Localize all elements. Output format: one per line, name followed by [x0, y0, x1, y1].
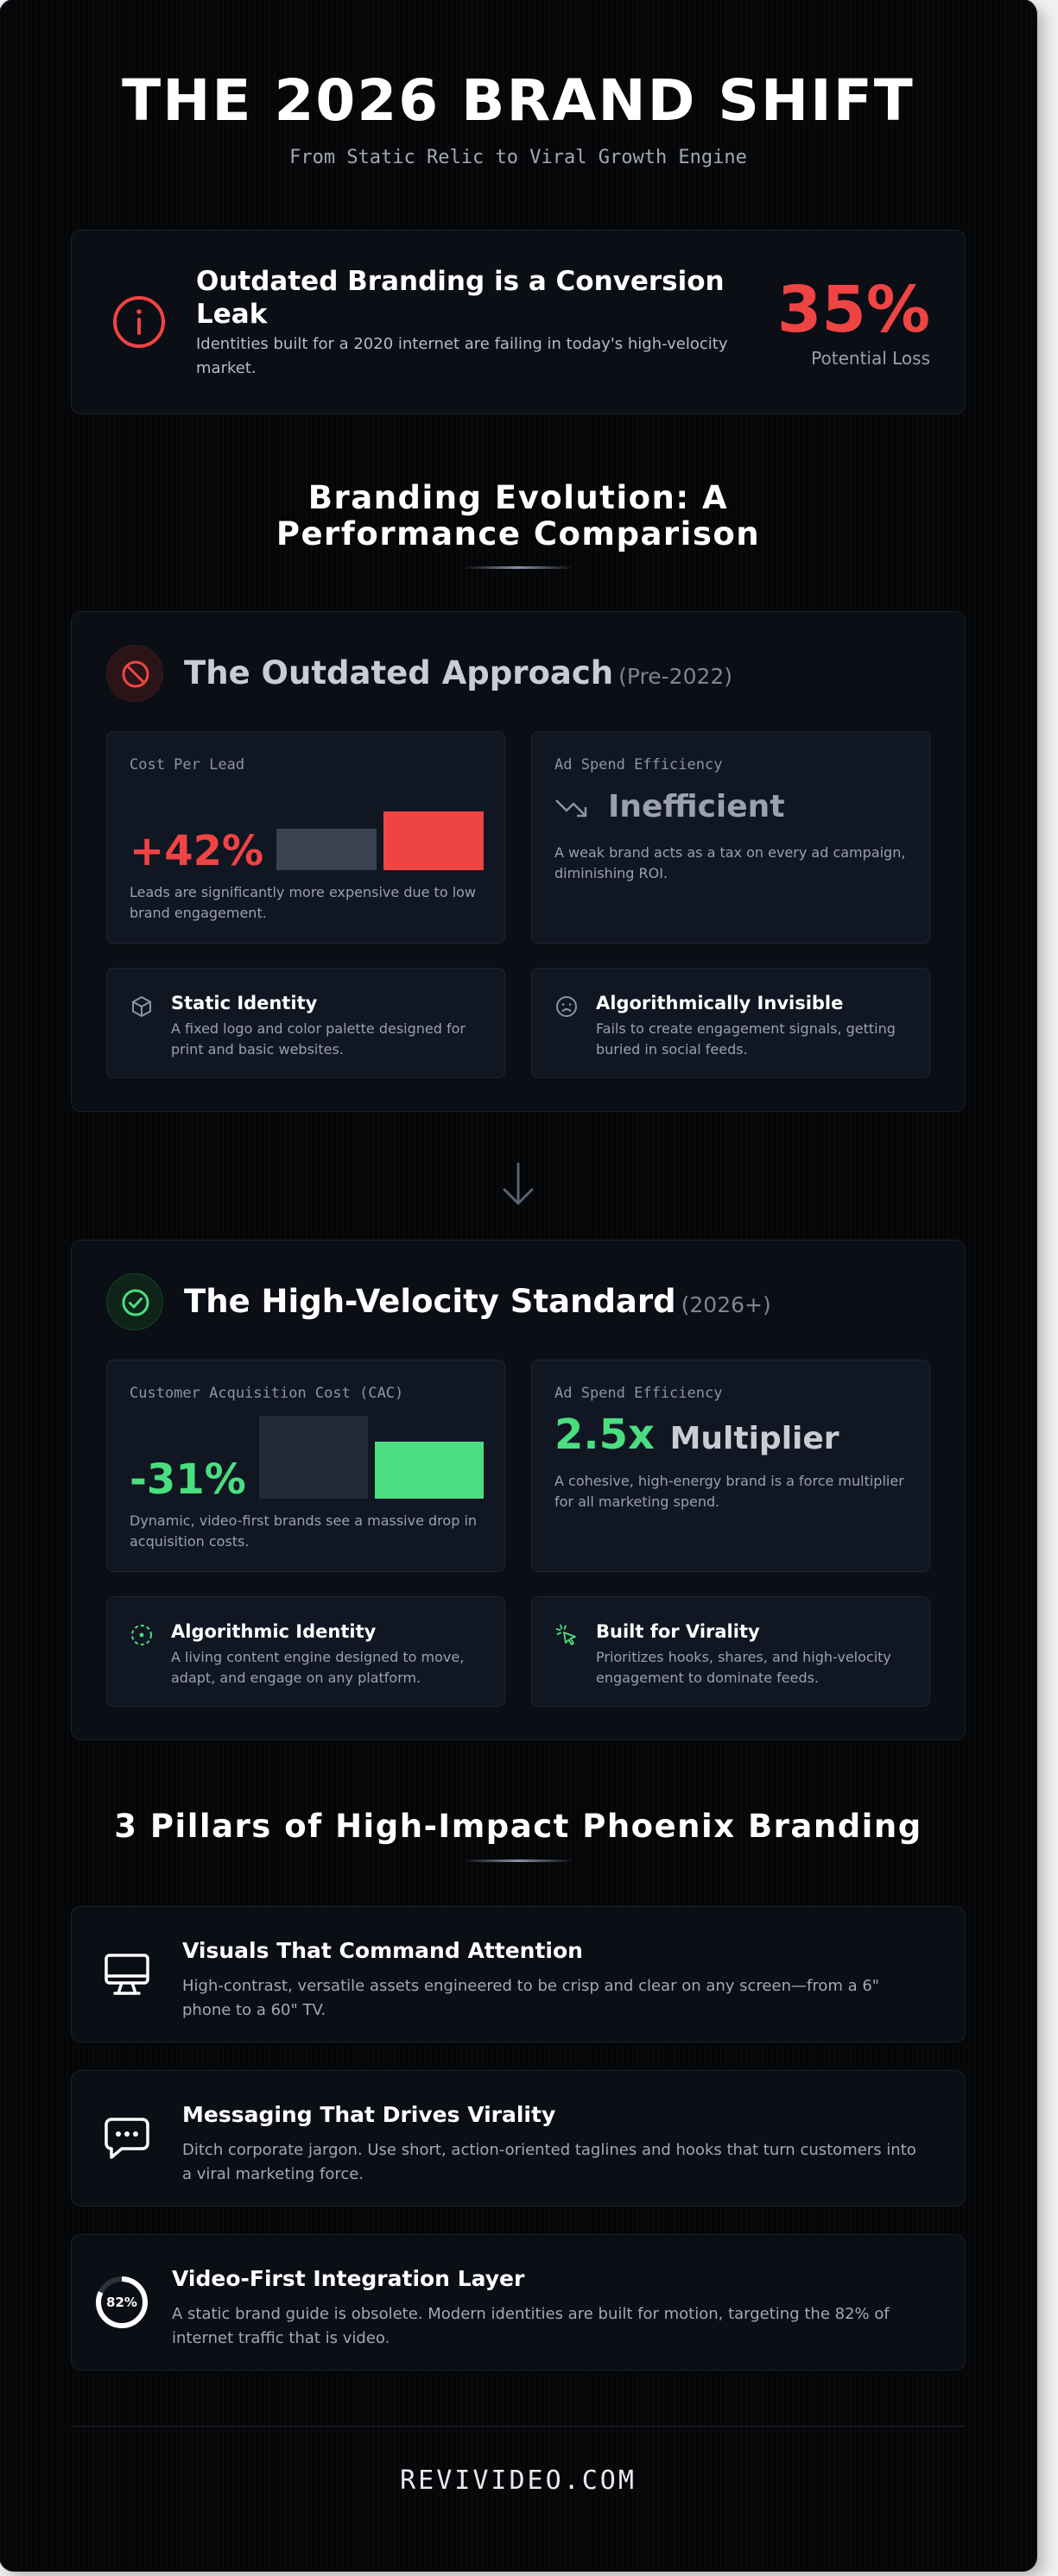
ad-efficiency-value-row: 2.5x Multiplier: [554, 1411, 839, 1459]
high-velocity-card: The High-Velocity Standard (2026+) Custom…: [71, 1240, 966, 1740]
outdated-approach-card: The Outdated Approach (Pre-2022) Cost Per…: [71, 611, 966, 1112]
check-circle-icon: [122, 1289, 149, 1316]
ad-efficiency-label: Ad Spend Efficiency: [554, 756, 723, 773]
cac-description: Dynamic, video-first brands see a massiv…: [130, 1512, 478, 1550]
feature-description: A fixed logo and color palette designed …: [171, 1020, 466, 1058]
baseline-bar: [276, 829, 377, 870]
outdated-badge: [106, 645, 163, 702]
progress-ring-arc: [96, 2276, 148, 2328]
ad-efficiency-value: Inefficient: [608, 789, 785, 824]
alert-description: Identities built for a 2020 internet are…: [196, 335, 728, 377]
algorithmically-invisible-feature: Algorithmically Invisible Fails to creat…: [531, 968, 930, 1078]
outdated-ad-efficiency-panel: Ad Spend Efficiency Inefficient A weak b…: [531, 731, 930, 944]
built-for-virality-feature: Built for Virality Prioritizes hooks, sh…: [531, 1596, 930, 1707]
ring-label: 82%: [106, 2295, 137, 2310]
dashed-target-icon: [131, 1625, 152, 1645]
chat-bubble-icon: [105, 2118, 149, 2159]
pillar-description: High-contrast, versatile assets engineer…: [182, 1977, 880, 2019]
blocked-icon: [122, 660, 149, 688]
page-title: THE 2026 BRAND SHIFT: [122, 67, 915, 134]
page-subtitle: From Static Relic to Viral Growth Engine: [289, 147, 747, 168]
cost-per-lead-label: Cost Per Lead: [130, 756, 245, 773]
ad-efficiency-value-row: Inefficient: [554, 789, 785, 824]
feature-title: Algorithmically Invisible: [596, 993, 844, 1013]
conversion-leak-alert: Outdated Branding is a Conversion Leak I…: [71, 230, 966, 414]
feature-description: Prioritizes hooks, shares, and high-velo…: [596, 1649, 891, 1686]
potential-loss-label: Potential Loss: [811, 348, 930, 369]
monitor-icon: [105, 1954, 149, 1995]
heading-divider: [463, 566, 573, 569]
ad-efficiency-description: A cohesive, high-energy brand is a force…: [554, 1473, 904, 1510]
cac-label: Customer Acquisition Cost (CAC): [130, 1385, 404, 1402]
feature-description: Fails to create engagement signals, gett…: [596, 1020, 896, 1058]
feature-title: Static Identity: [171, 993, 318, 1013]
comparison-heading: Branding Evolution: A Performance Compar…: [276, 479, 761, 552]
pillar-title: Visuals That Command Attention: [182, 1938, 583, 1963]
arrow-down-icon: [503, 1162, 534, 1205]
footer-domain: REVIVIDEO.COM: [400, 2466, 637, 2496]
footer-divider: [71, 2426, 966, 2427]
standard-badge: [106, 1273, 163, 1330]
pillars-heading: 3 Pillars of High-Impact Phoenix Brandin…: [114, 1808, 922, 1845]
static-identity-feature: Static Identity A fixed logo and color p…: [106, 968, 505, 1078]
pillar-messaging: Messaging That Drives Virality Ditch cor…: [71, 2070, 966, 2207]
infographic: THE 2026 BRAND SHIFT From Static Relic t…: [0, 0, 1036, 2571]
standard-title-text: The High-Velocity Standard: [184, 1283, 676, 1320]
box-icon: [132, 996, 151, 1017]
frown-icon: [556, 996, 577, 1017]
ad-efficiency-label: Ad Spend Efficiency: [554, 1385, 723, 1402]
alert-title: Outdated Branding is a Conversion Leak: [196, 266, 725, 330]
outdated-cost-bar: [383, 811, 484, 870]
standard-period: (2026+): [681, 1292, 771, 1317]
outdated-title: The Outdated Approach (Pre-2022): [184, 653, 732, 697]
heading-divider: [463, 1859, 573, 1862]
baseline-bar: [259, 1416, 368, 1499]
cursor-click-icon: [555, 1624, 576, 1645]
cost-per-lead-value: +42%: [130, 827, 264, 875]
algorithmic-identity-feature: Algorithmic Identity A living content en…: [106, 1596, 505, 1707]
cost-per-lead-panel: Cost Per Lead +42% Leads are significant…: [106, 731, 505, 944]
ad-efficiency-description: A weak brand acts as a tax on every ad c…: [554, 844, 906, 881]
progress-ring-icon: 82%: [96, 2276, 148, 2328]
pillar-description: Ditch corporate jargon. Use short, actio…: [182, 2141, 916, 2183]
trend-down-icon: [555, 799, 587, 817]
feature-title: Built for Virality: [596, 1621, 760, 1642]
reduced-cac-bar: [375, 1442, 484, 1499]
pillar-visuals: Visuals That Command Attention High-cont…: [71, 1906, 966, 2042]
info-icon: [113, 296, 165, 348]
multiplier-value: 2.5x: [554, 1411, 655, 1459]
potential-loss-value: 35%: [776, 273, 930, 347]
feature-title: Algorithmic Identity: [171, 1621, 377, 1642]
pillar-title: Video-First Integration Layer: [172, 2266, 525, 2291]
cac-panel: Customer Acquisition Cost (CAC) -31% Dyn…: [106, 1360, 505, 1572]
outdated-period: (Pre-2022): [618, 664, 733, 689]
pillar-video: 82% Video-First Integration Layer A stat…: [71, 2234, 966, 2371]
multiplier-label: Multiplier: [669, 1421, 839, 1456]
pillar-description: A static brand guide is obsolete. Modern…: [172, 2305, 890, 2347]
cac-value: -31%: [130, 1455, 246, 1504]
pillar-title: Messaging That Drives Virality: [182, 2102, 556, 2127]
feature-description: A living content engine designed to move…: [171, 1649, 465, 1686]
standard-title: The High-Velocity Standard (2026+): [184, 1282, 771, 1325]
standard-ad-efficiency-panel: Ad Spend Efficiency 2.5x Multiplier A co…: [531, 1360, 930, 1572]
outdated-title-text: The Outdated Approach: [184, 654, 614, 691]
cost-per-lead-description: Leads are significantly more expensive d…: [130, 884, 477, 921]
